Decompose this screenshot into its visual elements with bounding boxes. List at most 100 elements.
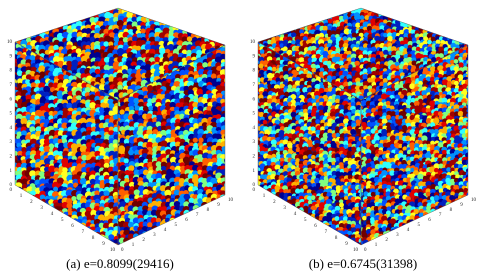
particle <box>175 234 181 240</box>
particle <box>21 199 26 204</box>
particle <box>299 13 304 18</box>
particle <box>443 15 449 21</box>
particle <box>200 25 207 32</box>
particle <box>128 6 133 11</box>
particle <box>468 43 473 48</box>
particle <box>11 74 18 81</box>
particle <box>200 21 207 28</box>
particle <box>444 10 449 15</box>
particle <box>31 18 36 23</box>
particle <box>464 5 470 11</box>
particle <box>455 5 461 11</box>
particle <box>17 211 23 217</box>
particle <box>455 24 460 29</box>
particle <box>35 223 41 229</box>
particle <box>380 5 385 10</box>
particle <box>71 9 78 16</box>
particle <box>225 231 231 237</box>
particle <box>34 17 41 24</box>
particle <box>262 14 268 20</box>
particle <box>468 61 473 66</box>
particle <box>58 12 64 18</box>
particle <box>195 8 202 15</box>
particle <box>166 222 172 228</box>
particle <box>259 33 265 39</box>
particle <box>201 241 207 247</box>
particle <box>201 5 208 12</box>
particle <box>460 6 465 11</box>
particle <box>279 22 285 28</box>
particle <box>283 8 288 13</box>
particle <box>331 8 336 13</box>
particle <box>13 17 19 23</box>
particle <box>202 225 209 232</box>
particle <box>291 9 296 14</box>
particle <box>67 13 73 19</box>
particle <box>307 9 312 14</box>
particle <box>439 12 445 18</box>
particle <box>287 11 293 17</box>
particle <box>57 5 64 12</box>
particle <box>322 9 328 15</box>
particle <box>412 20 417 25</box>
particle <box>209 13 216 20</box>
particle <box>17 219 23 225</box>
particle <box>431 37 436 42</box>
particle <box>76 223 81 228</box>
particle <box>80 4 87 11</box>
particle <box>225 90 231 96</box>
particle <box>444 19 449 24</box>
particle <box>193 138 198 143</box>
particle <box>22 196 27 201</box>
particle <box>291 32 296 37</box>
particle <box>419 8 425 14</box>
particle <box>166 226 171 231</box>
particle <box>31 244 36 249</box>
particle <box>171 241 177 247</box>
particle <box>30 212 36 218</box>
particle <box>224 81 231 88</box>
particle <box>45 24 51 30</box>
particle <box>145 5 152 12</box>
particle <box>141 29 146 34</box>
particle <box>271 16 277 22</box>
particle <box>222 146 227 151</box>
particle <box>26 242 33 249</box>
particle <box>145 72 151 78</box>
particle <box>194 223 199 228</box>
particle <box>255 6 260 11</box>
particle <box>332 6 337 11</box>
particle <box>26 232 33 239</box>
particle <box>396 6 401 11</box>
particle <box>256 34 261 39</box>
particle <box>355 61 360 66</box>
particle <box>187 36 192 41</box>
particle <box>224 41 231 48</box>
particle <box>16 203 22 209</box>
particle <box>210 32 217 39</box>
particle <box>204 214 209 219</box>
tick-label: 10 <box>228 198 234 203</box>
particle <box>468 40 473 45</box>
particle <box>461 23 466 28</box>
particle <box>210 245 217 252</box>
particle <box>221 218 227 224</box>
particle <box>54 216 59 221</box>
particle <box>176 5 183 12</box>
particle <box>157 245 163 251</box>
particle <box>223 34 229 40</box>
particle <box>436 18 441 23</box>
particle <box>284 12 289 17</box>
particle <box>157 225 163 231</box>
particle <box>155 236 162 243</box>
particle <box>72 238 79 245</box>
particle <box>142 246 148 252</box>
particle <box>179 219 184 224</box>
particle <box>272 8 276 12</box>
particle <box>447 30 453 36</box>
particle <box>461 27 466 32</box>
particle <box>21 223 28 230</box>
particle <box>216 29 222 35</box>
particle <box>47 242 54 249</box>
particle <box>44 231 51 238</box>
